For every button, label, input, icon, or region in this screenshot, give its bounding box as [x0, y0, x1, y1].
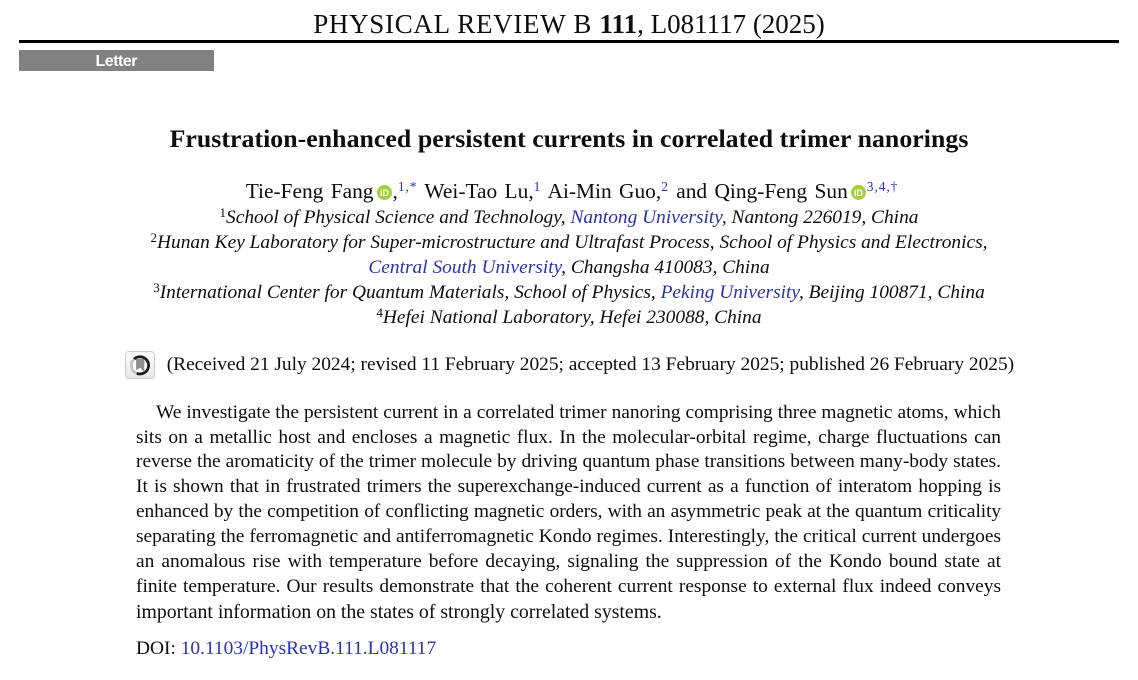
svg-text:iD: iD [854, 188, 864, 198]
svg-text:iD: iD [380, 188, 390, 198]
